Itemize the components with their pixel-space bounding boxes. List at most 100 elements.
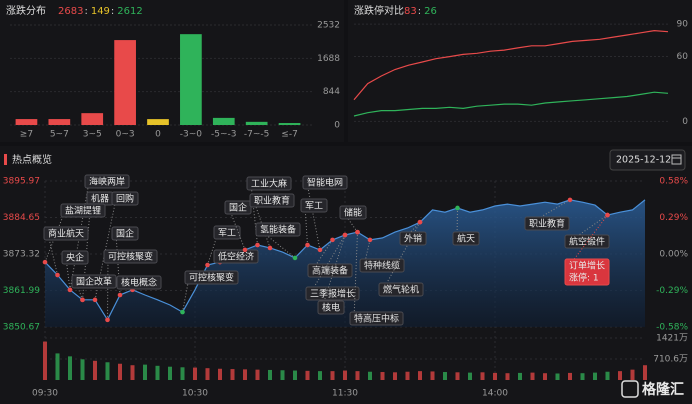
- tag[interactable]: 高端装备: [307, 263, 353, 278]
- leader-line: [321, 234, 346, 309]
- date-picker[interactable]: [609, 149, 686, 171]
- y-tick-label: 90: [677, 20, 689, 30]
- tag-box: [349, 311, 404, 326]
- tag-box: [184, 270, 239, 285]
- calendar-icon: [671, 154, 682, 165]
- x-tick-label: 5~7: [50, 130, 69, 140]
- tag-box: [61, 250, 89, 265]
- volume-bar: [55, 353, 60, 380]
- event-dot: [105, 317, 110, 323]
- event-dot: [355, 229, 360, 235]
- event-dot: [567, 197, 573, 203]
- x-tick-label: 11:30: [332, 389, 358, 399]
- y-tick-label: 60: [677, 52, 689, 62]
- tag-box: [111, 191, 139, 206]
- tag[interactable]: 军工: [300, 198, 328, 213]
- tag[interactable]: 氢能装备: [255, 222, 301, 237]
- tag[interactable]: 职业教育: [524, 216, 570, 231]
- tag-label: 职业教育: [254, 195, 290, 207]
- tag[interactable]: 航天: [452, 231, 480, 246]
- tag-label: 盐湖提锂: [65, 205, 101, 217]
- tag-label: 央企: [66, 252, 84, 264]
- tag-box: [378, 282, 424, 297]
- y-tick-label: 1688: [317, 54, 340, 64]
- tag-label: 工业大麻: [251, 178, 287, 190]
- tag[interactable]: 工业大麻: [246, 176, 292, 191]
- x-tick-label: ≥7: [20, 130, 33, 140]
- tag-label: 智能电网: [307, 177, 343, 189]
- tag[interactable]: 央企: [61, 250, 89, 265]
- tag[interactable]: 盐湖提锂: [60, 203, 106, 218]
- tag[interactable]: 国企改革: [71, 274, 117, 289]
- y-tick-label: 3850.67: [3, 323, 40, 333]
- tag-box: [213, 225, 241, 240]
- tag[interactable]: 职业教育: [249, 193, 295, 208]
- tag-box: [300, 198, 328, 213]
- title-marker: [4, 154, 7, 165]
- volume-bar: [643, 365, 647, 380]
- tag[interactable]: 核电: [317, 300, 345, 315]
- volume-bar: [143, 364, 147, 380]
- volume-bar: [230, 369, 235, 380]
- volume-bar: [405, 371, 410, 380]
- event-dot: [55, 272, 60, 278]
- separator: :: [84, 6, 87, 17]
- tag[interactable]: 智能电网: [302, 175, 348, 190]
- tag[interactable]: 可控核聚变: [184, 270, 239, 285]
- tag-label: 可控核聚变: [108, 251, 153, 263]
- x-tick-label: 09:30: [32, 389, 58, 399]
- tag[interactable]: 低空经济: [213, 249, 259, 264]
- tag-box: [84, 174, 130, 189]
- tag[interactable]: 特种线缆: [359, 258, 405, 273]
- tag-label: 国企: [116, 228, 134, 240]
- x-tick-label: -5~-3: [211, 130, 237, 140]
- tag-box: [564, 258, 610, 286]
- volume-tick-label: 1421万: [656, 334, 688, 344]
- panel-title: 涨跌停对比: [354, 4, 404, 17]
- tag[interactable]: 军工: [213, 225, 241, 240]
- x-tick-label: 10:30: [182, 389, 208, 399]
- series-line: [353, 29, 669, 101]
- volume-bar: [43, 341, 47, 380]
- leader-line: [353, 232, 358, 320]
- tag-label: 职业教育: [529, 218, 565, 230]
- tag[interactable]: 商业航天: [43, 226, 89, 241]
- tag-box: [249, 193, 295, 208]
- tag[interactable]: 国企: [224, 200, 252, 215]
- tag[interactable]: 燃气轮机: [378, 282, 424, 297]
- volume-bar: [218, 368, 222, 380]
- y-tick-label: 3861.99: [3, 286, 40, 296]
- tag[interactable]: 三季报增长: [305, 286, 360, 301]
- bar: [114, 40, 136, 126]
- price-area: [45, 199, 645, 327]
- event-dot: [242, 247, 248, 253]
- bar: [15, 119, 38, 125]
- volume-bar: [518, 372, 522, 380]
- tag-detail: 涨停: 1: [569, 272, 599, 284]
- tag-box: [246, 176, 292, 191]
- tag[interactable]: 外销: [399, 231, 427, 246]
- tag[interactable]: 核电概念: [116, 275, 162, 290]
- x-tick-label: ≤-7: [281, 130, 298, 140]
- tag-box: [116, 275, 162, 290]
- tag-label: 机器: [91, 193, 109, 205]
- volume-bar: [130, 365, 135, 380]
- tag[interactable]: 机器: [86, 191, 114, 206]
- volume-bar: [68, 356, 72, 380]
- volume-bar: [243, 369, 247, 380]
- y2-tick-label: -0.58%: [656, 323, 688, 333]
- volume-bar: [180, 367, 185, 380]
- tag[interactable]: 可控核聚变: [103, 249, 158, 264]
- tag[interactable]: 特高压中标: [349, 311, 404, 326]
- tag[interactable]: 海峡两岸: [84, 174, 130, 189]
- volume-bar: [355, 371, 360, 380]
- volume-bar: [343, 370, 347, 380]
- leader-line: [343, 212, 358, 233]
- tag[interactable]: 回购: [111, 191, 139, 206]
- tag[interactable]: 国企: [111, 226, 139, 241]
- tag-label: 特高压中标: [354, 313, 399, 325]
- tag[interactable]: 储能: [339, 205, 367, 220]
- x-tick-label: -3~0: [180, 130, 203, 140]
